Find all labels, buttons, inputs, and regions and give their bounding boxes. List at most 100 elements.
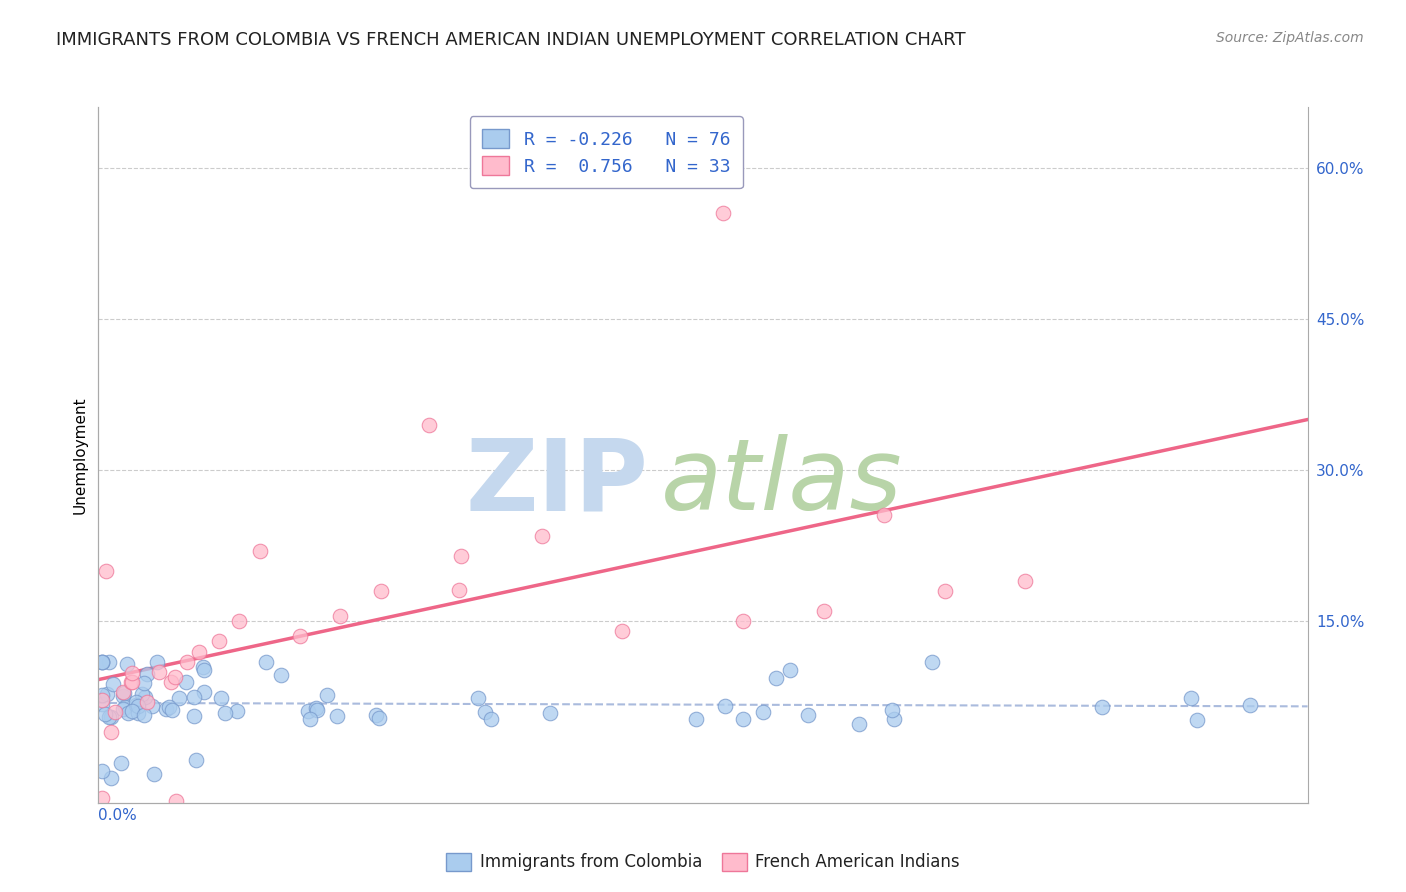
Point (270, 668, 292, 682)
Point (305, 701, 328, 715)
Point (299, 712, 322, 726)
Point (329, 609, 352, 624)
Text: 0.0%: 0.0% (98, 808, 138, 823)
Point (120, 674, 142, 689)
Point (208, 634, 231, 648)
Point (921, 655, 943, 669)
Point (91, 655, 114, 669)
Point (103, 705, 125, 719)
Point (100, 771, 122, 785)
Point (135, 667, 157, 681)
Point (159, 700, 181, 714)
Y-axis label: Unemployment: Unemployment (72, 396, 87, 514)
Point (112, 686, 135, 700)
Point (1187, 713, 1209, 727)
Point (183, 690, 205, 705)
Point (91, 697, 114, 711)
Point (91, 655, 114, 669)
Point (612, 624, 634, 639)
Point (474, 705, 496, 719)
Point (249, 543, 271, 558)
Point (307, 702, 329, 716)
Point (479, 713, 502, 727)
Point (765, 671, 787, 685)
Point (96, 564, 118, 578)
Point (148, 665, 170, 679)
Point (94, 707, 117, 722)
Point (165, 794, 187, 808)
Point (132, 708, 155, 723)
Point (449, 583, 471, 598)
Point (124, 695, 146, 709)
Point (145, 655, 167, 669)
Point (364, 707, 387, 722)
Point (100, 710, 122, 724)
Point (125, 698, 148, 713)
Point (114, 699, 136, 714)
Point (111, 685, 134, 699)
Point (367, 711, 389, 725)
Point (848, 717, 870, 731)
Point (193, 660, 215, 674)
Point (141, 699, 163, 714)
Text: atlas: atlas (661, 434, 903, 532)
Point (713, 698, 735, 713)
Text: IMMIGRANTS FROM COLOMBIA VS FRENCH AMERICAN INDIAN UNEMPLOYMENT CORRELATION CHAR: IMMIGRANTS FROM COLOMBIA VS FRENCH AMERI… (56, 31, 966, 49)
Point (1239, 698, 1261, 712)
Point (733, 713, 755, 727)
Point (813, 604, 835, 618)
Point (214, 706, 236, 721)
Point (135, 695, 157, 709)
Point (228, 615, 250, 629)
Point (1180, 690, 1202, 705)
Legend: Immigrants from Colombia, French American Indians: Immigrants from Colombia, French America… (440, 846, 966, 878)
Point (115, 657, 138, 671)
Point (873, 508, 896, 523)
Point (186, 753, 208, 767)
Point (112, 702, 135, 716)
Point (797, 708, 820, 723)
Point (100, 725, 122, 739)
Point (1014, 574, 1036, 588)
Point (91, 655, 114, 669)
Point (121, 675, 143, 690)
Point (132, 676, 155, 690)
Point (98, 655, 121, 669)
Point (711, 206, 734, 220)
Point (326, 709, 349, 723)
Point (254, 655, 277, 669)
Point (91, 688, 114, 702)
Text: Source: ZipAtlas.com: Source: ZipAtlas.com (1216, 31, 1364, 45)
Point (127, 706, 149, 720)
Point (450, 549, 472, 563)
Point (117, 706, 139, 720)
Point (160, 703, 183, 717)
Point (134, 690, 156, 704)
Point (193, 685, 215, 699)
Point (121, 665, 143, 680)
Point (101, 677, 124, 691)
Point (883, 712, 905, 726)
Point (165, 670, 187, 684)
Text: ZIP: ZIP (465, 434, 648, 532)
Point (176, 675, 198, 690)
Point (188, 644, 211, 658)
Point (193, 663, 215, 677)
Point (96, 687, 118, 701)
Point (121, 704, 143, 718)
Point (91, 790, 114, 805)
Point (176, 655, 198, 669)
Point (297, 704, 319, 718)
Point (183, 709, 205, 723)
Point (530, 528, 553, 542)
Point (370, 584, 392, 599)
Point (751, 705, 773, 719)
Point (111, 689, 134, 703)
Point (155, 702, 177, 716)
Point (733, 615, 755, 629)
Point (142, 766, 165, 780)
Point (1091, 700, 1114, 714)
Point (467, 691, 489, 706)
Point (110, 756, 132, 771)
Point (315, 688, 337, 702)
